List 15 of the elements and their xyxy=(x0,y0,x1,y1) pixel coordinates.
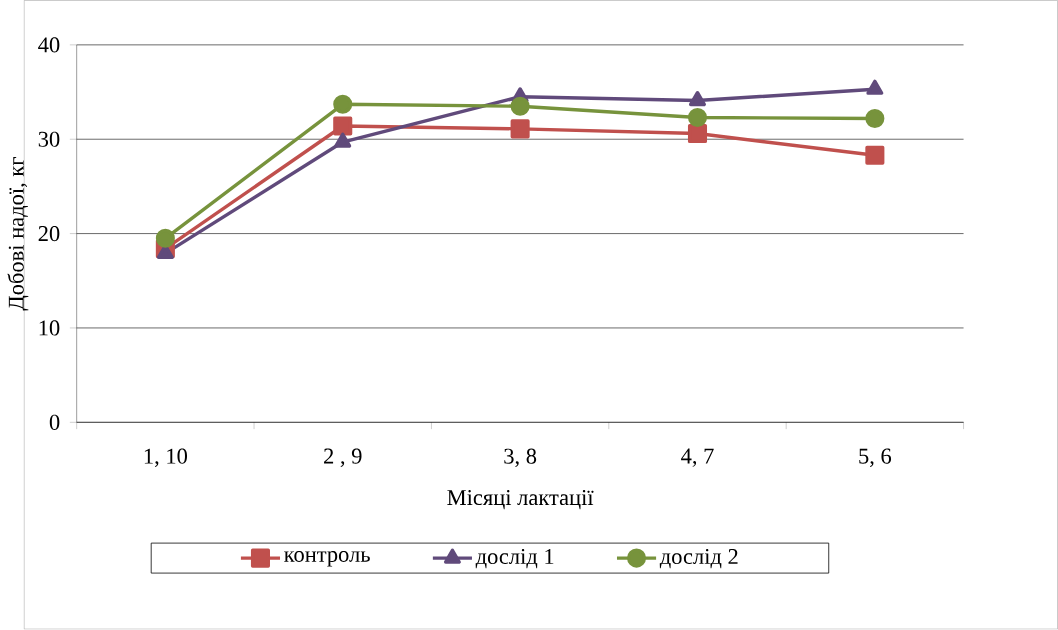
legend-label: контроль xyxy=(284,551,370,567)
x-tick-label: 2 , 9 xyxy=(324,448,362,468)
x-axis-title: Місяці лактації xyxy=(447,490,594,510)
y-tick-label: 40 xyxy=(38,37,60,53)
x-tick-label: 1, 10 xyxy=(144,448,188,468)
y-tick-label: 0 xyxy=(49,414,60,431)
y-axis-title: Добові надої, кг xyxy=(7,157,29,311)
x-tick-label: 4, 7 xyxy=(681,448,714,468)
x-tick-label: 3, 8 xyxy=(504,448,537,468)
x-tick-label: 5, 6 xyxy=(859,448,892,468)
y-tick-label: 30 xyxy=(38,131,60,148)
legend-label: дослід 1 xyxy=(475,549,554,569)
y-tick-label: 10 xyxy=(39,320,60,336)
y-tick-label: 20 xyxy=(38,226,60,242)
legend-label: дослід 2 xyxy=(659,549,738,569)
